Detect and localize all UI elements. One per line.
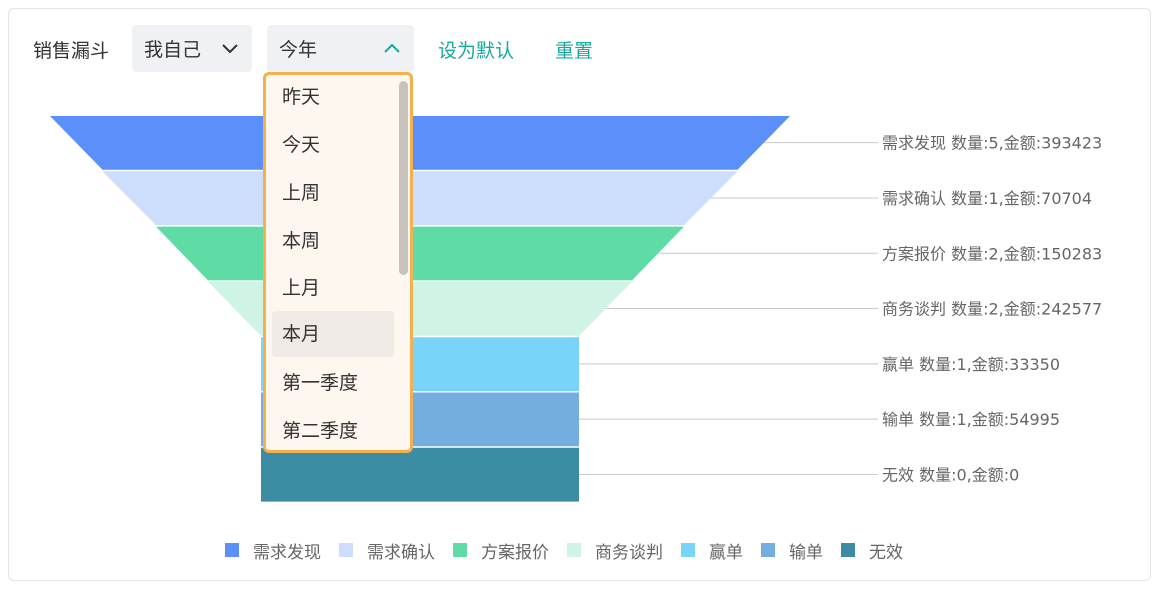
period-select-value: 今年 (279, 39, 318, 61)
legend-swatch (453, 543, 467, 557)
sales-funnel-title: 销售漏斗 (33, 40, 110, 62)
dropdown-option[interactable]: 本周 (282, 230, 321, 252)
period-dropdown-menu: 昨天今天上周本周上月本月第一季度第二季度 (263, 72, 413, 453)
reset-link[interactable]: 重置 (555, 40, 594, 62)
legend-label: 需求发现 (253, 542, 321, 563)
legend-item[interactable]: 需求发现 (225, 538, 321, 563)
legend-item[interactable]: 赢单 (681, 538, 743, 563)
funnel-segment[interactable] (102, 171, 738, 226)
period-select[interactable]: 今年 (267, 25, 414, 72)
funnel-stage-label: 商务谈判 数量:2,金额:242577 (882, 300, 1102, 319)
dropdown-option[interactable]: 本月 (272, 311, 394, 357)
chevron-down-icon (222, 44, 238, 54)
legend-swatch (567, 543, 581, 557)
dropdown-option[interactable]: 昨天 (282, 86, 321, 108)
legend-label: 无效 (869, 542, 903, 563)
legend-swatch (339, 543, 353, 557)
funnel-stage-label: 需求发现 数量:5,金额:393423 (882, 134, 1102, 153)
legend-label: 输单 (789, 542, 823, 563)
funnel-segment[interactable] (50, 116, 790, 170)
legend-item[interactable]: 需求确认 (339, 538, 435, 563)
legend-item[interactable]: 无效 (841, 538, 903, 563)
legend-swatch (681, 543, 695, 557)
funnel-stage-label: 输单 数量:1,金额:54995 (882, 410, 1060, 429)
funnel-segment[interactable] (156, 226, 684, 281)
funnel-stage-label: 无效 数量:0,金额:0 (882, 465, 1019, 484)
chart-legend: 需求发现 需求确认 方案报价 商务谈判 赢单 输单 无效 (225, 538, 921, 563)
legend-swatch (225, 543, 239, 557)
legend-item[interactable]: 输单 (761, 538, 823, 563)
dropdown-option[interactable]: 今天 (282, 134, 321, 156)
funnel-stage-label: 方案报价 数量:2,金额:150283 (882, 244, 1102, 263)
legend-swatch (761, 543, 775, 557)
legend-label: 方案报价 (481, 542, 549, 563)
legend-label: 需求确认 (367, 542, 435, 563)
chevron-up-icon (384, 43, 400, 53)
dropdown-option[interactable]: 第一季度 (282, 372, 359, 394)
funnel-segment[interactable] (261, 447, 579, 502)
legend-swatch (841, 543, 855, 557)
dropdown-option[interactable]: 第二季度 (282, 420, 359, 442)
legend-label: 商务谈判 (595, 542, 663, 563)
funnel-stage-label: 赢单 数量:1,金额:33350 (882, 355, 1060, 374)
owner-select-value: 我自己 (144, 39, 202, 61)
dropdown-scrollbar[interactable] (399, 81, 408, 275)
set-default-link[interactable]: 设为默认 (438, 40, 515, 62)
dropdown-option[interactable]: 上月 (282, 277, 321, 299)
legend-item[interactable]: 方案报价 (453, 538, 549, 563)
funnel-stage-label: 需求确认 数量:1,金额:70704 (882, 189, 1092, 208)
owner-select[interactable]: 我自己 (132, 25, 252, 72)
dropdown-option[interactable]: 上周 (282, 182, 321, 204)
legend-item[interactable]: 商务谈判 (567, 538, 663, 563)
legend-label: 赢单 (709, 542, 743, 563)
